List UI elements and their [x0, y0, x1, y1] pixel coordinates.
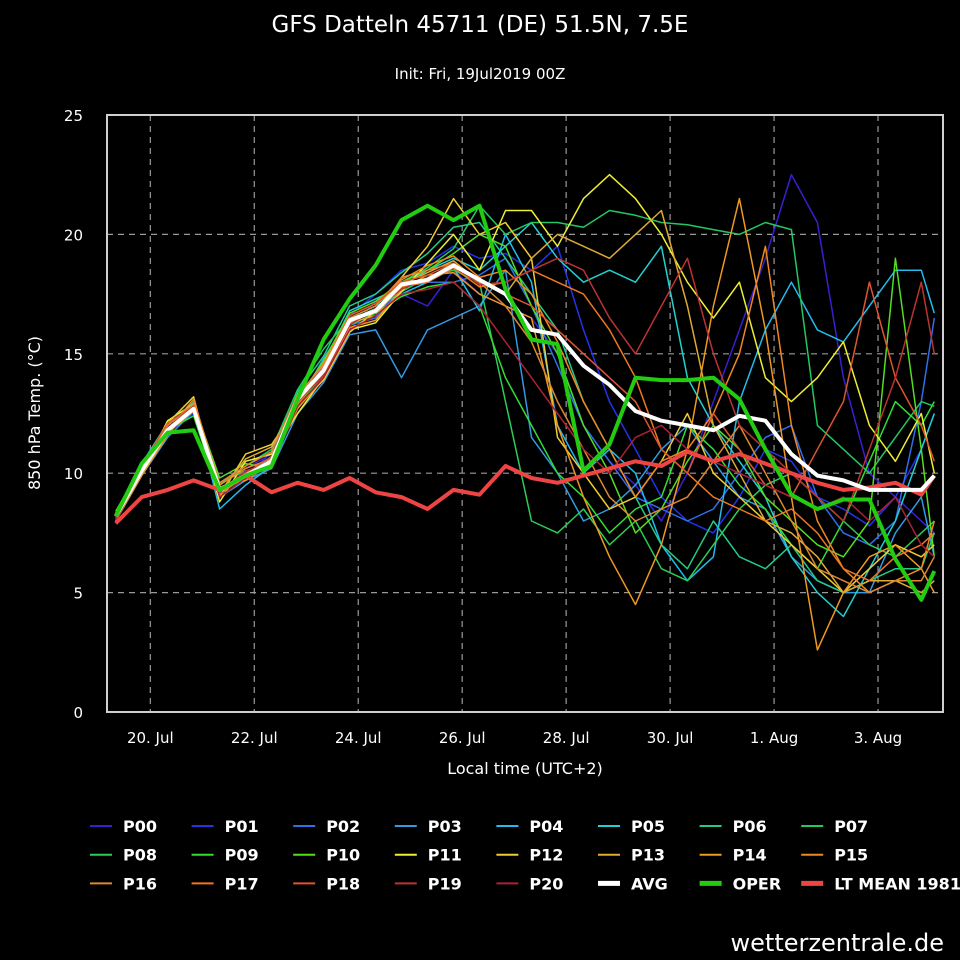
legend-label: P11	[428, 846, 462, 865]
x-tick-label: 30. Jul	[647, 729, 694, 747]
legend-item: P13	[598, 846, 665, 865]
x-tick-label: 28. Jul	[543, 729, 590, 747]
legend-label: P12	[529, 846, 563, 865]
y-tick-label: 15	[64, 346, 83, 364]
legend-label: P06	[733, 817, 767, 836]
legend-label: P03	[428, 817, 462, 836]
x-tick-label: 22. Jul	[231, 729, 278, 747]
chart-title: GFS Datteln 45711 (DE) 51.5N, 7.5E	[272, 12, 689, 38]
legend-label: P14	[733, 846, 767, 865]
legend: P00 P01 P02 P03 P04 P05 P06 P07 P08 P09 P10 P11 P12 P…	[90, 817, 960, 893]
legend-item: P09	[191, 846, 259, 865]
series-line-p19	[115, 257, 936, 522]
legend-label: AVG	[631, 874, 668, 893]
x-tick-label: 1. Aug	[750, 729, 798, 747]
series-line-p06	[115, 221, 936, 594]
series-line-p11	[115, 173, 936, 517]
legend-item: P02	[293, 817, 360, 836]
legend-item: P19	[394, 874, 462, 893]
series-line-p03	[115, 269, 936, 594]
legend-item: P17	[191, 874, 259, 893]
legend-label: P16	[123, 874, 157, 893]
x-tick-label: 3. Aug	[854, 729, 902, 747]
legend-item: AVG	[598, 874, 668, 893]
legend-label: P07	[834, 817, 868, 836]
legend-item: P10	[293, 846, 360, 865]
legend-item: P16	[90, 874, 157, 893]
series-line-p08	[115, 269, 935, 582]
x-tick-label: 26. Jul	[439, 729, 486, 747]
series-line-p13	[115, 209, 935, 594]
series-line-lt-mean-1981-2010	[114, 449, 936, 525]
series-line-p04	[115, 233, 936, 582]
legend-label: P18	[326, 874, 360, 893]
legend-label: P02	[326, 817, 360, 836]
series-line-oper	[113, 203, 937, 602]
legend-item: P12	[496, 846, 563, 865]
x-axis-label: Local time (UTC+2)	[447, 759, 603, 778]
series-line-p16	[115, 262, 935, 594]
legend-item: OPER	[699, 874, 782, 893]
legend-label: P20	[529, 874, 563, 893]
series-line-p15	[115, 245, 936, 594]
legend-item: P00	[90, 817, 157, 836]
legend-item: P20	[496, 874, 563, 893]
x-tick-label: 20. Jul	[127, 729, 174, 747]
legend-item: P18	[293, 874, 360, 893]
legend-item: P14	[699, 846, 767, 865]
legend-item: P11	[394, 846, 462, 865]
legend-label: P09	[225, 846, 259, 865]
legend-label: LT MEAN 1981-2010	[834, 874, 960, 893]
legend-label: P15	[834, 846, 868, 865]
legend-label: OPER	[733, 874, 782, 893]
legend-item: P05	[598, 817, 665, 836]
legend-item: P08	[90, 846, 157, 865]
legend-label: P00	[123, 817, 157, 836]
x-ticks: 20. Jul 22. Jul 24. Jul 26. Jul 28. Jul 30. J…	[127, 729, 902, 747]
chart-subtitle: Init: Fri, 19Jul2019 00Z	[395, 65, 566, 83]
legend-item: LT MEAN 1981-2010	[801, 874, 960, 893]
legend-label: P01	[225, 817, 259, 836]
legend-label: P05	[631, 817, 665, 836]
legend-item: P04	[496, 817, 563, 836]
y-tick-label: 25	[64, 107, 83, 125]
legend-label: P19	[428, 874, 462, 893]
watermark: wetterzentrale.de	[731, 929, 944, 957]
x-tick-label: 24. Jul	[335, 729, 382, 747]
legend-label: P10	[326, 846, 360, 865]
legend-item: P03	[394, 817, 462, 836]
y-tick-label: 5	[73, 585, 83, 603]
y-ticks: 0 5 10 15 20 25	[64, 107, 83, 722]
legend-item: P06	[699, 817, 767, 836]
plot-lines	[113, 173, 937, 651]
y-tick-label: 20	[64, 226, 83, 244]
legend-item: P01	[191, 817, 259, 836]
y-tick-label: 10	[64, 465, 83, 483]
y-tick-label: 0	[73, 704, 83, 722]
legend-label: P08	[123, 846, 157, 865]
legend-label: P17	[225, 874, 259, 893]
legend-label: P04	[529, 817, 563, 836]
legend-label: P13	[631, 846, 665, 865]
legend-item: P15	[801, 846, 868, 865]
plot-frame	[106, 114, 944, 713]
legend-item: P07	[801, 817, 868, 836]
y-axis-label: 850 hPa Temp. (°C)	[25, 336, 44, 490]
